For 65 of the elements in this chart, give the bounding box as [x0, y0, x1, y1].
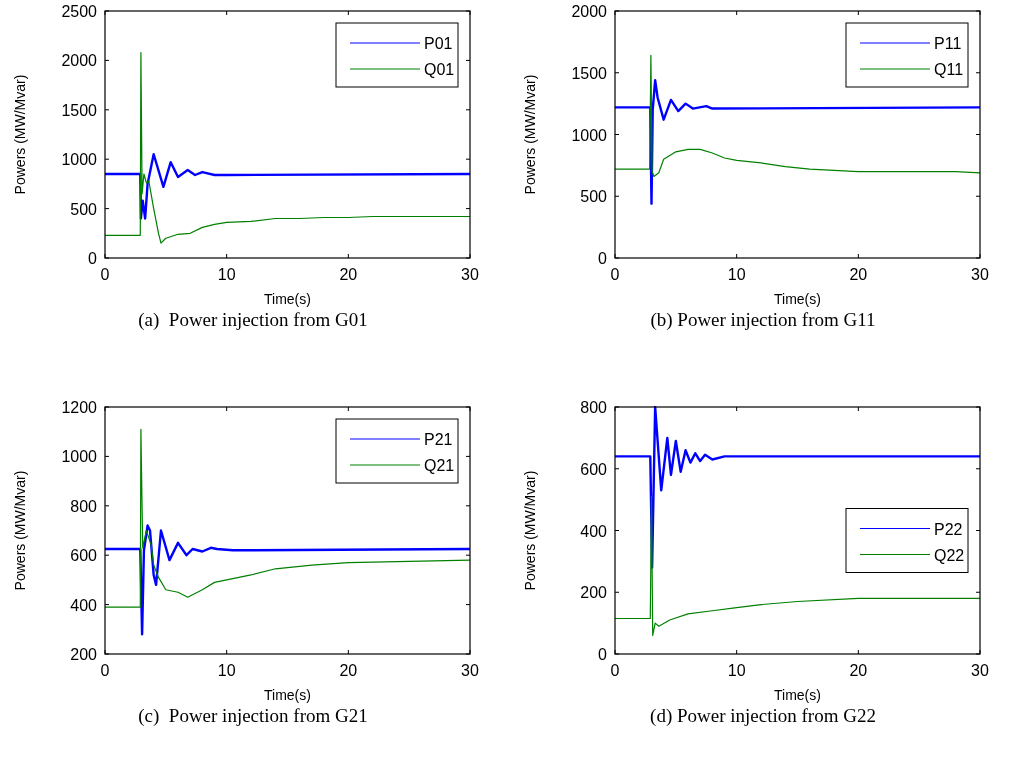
- y-axis-title: Powers (MW/Mvar): [522, 470, 538, 591]
- x-tick-label: 0: [100, 266, 110, 283]
- legend-label: Q22: [934, 546, 965, 564]
- y-tick-label: 1500: [61, 101, 98, 119]
- y-axis-title: Powers (MW/Mvar): [12, 470, 28, 591]
- line-series: [615, 54, 980, 178]
- line-series: [105, 428, 470, 608]
- line-series: [615, 495, 980, 637]
- x-tick-label: 30: [461, 662, 479, 679]
- legend-label: Q11: [934, 61, 964, 78]
- y-tick-label: 0: [598, 646, 608, 663]
- y-tick-label: 1000: [61, 448, 98, 466]
- line-series: [105, 524, 470, 636]
- x-axis-title: Time(s): [264, 291, 311, 307]
- x-tick-label: 10: [727, 662, 746, 679]
- x-tick-label: 10: [217, 266, 236, 283]
- y-tick-label: 500: [580, 188, 608, 206]
- x-tick-label: 20: [849, 662, 868, 679]
- x-tick-label: 20: [339, 662, 358, 679]
- x-tick-label: 20: [849, 266, 868, 283]
- x-tick-label: 0: [610, 662, 620, 679]
- y-tick-label: 200: [70, 646, 98, 663]
- line-series: [105, 153, 470, 220]
- x-tick-label: 0: [610, 266, 620, 283]
- y-tick-label: 200: [580, 584, 608, 602]
- legend-label: Q01: [424, 61, 455, 78]
- y-tick-label: 400: [70, 596, 98, 614]
- y-axis-title: Powers (MW/Mvar): [12, 74, 28, 195]
- x-tick-label: 20: [339, 266, 358, 283]
- y-tick-label: 600: [580, 460, 608, 478]
- y-tick-label: 800: [70, 497, 98, 515]
- x-axis-title: Time(s): [264, 687, 311, 703]
- x-tick-label: 30: [971, 662, 989, 679]
- legend-label: P01: [424, 35, 453, 52]
- y-tick-label: 1000: [61, 151, 98, 169]
- y-axis-title: Powers (MW/Mvar): [522, 74, 538, 195]
- y-tick-label: 500: [70, 200, 98, 218]
- x-tick-label: 0: [100, 662, 110, 679]
- y-tick-label: 1500: [571, 64, 608, 82]
- x-axis-title: Time(s): [774, 687, 821, 703]
- y-tick-label: 2000: [61, 52, 98, 70]
- legend-label: P22: [934, 520, 963, 538]
- line-series: [615, 78, 980, 205]
- y-tick-label: 800: [580, 399, 608, 416]
- y-tick-label: 600: [70, 547, 98, 565]
- legend-label: P11: [934, 35, 962, 52]
- x-tick-label: 10: [217, 662, 236, 679]
- x-tick-label: 10: [727, 266, 746, 283]
- y-tick-label: 0: [88, 250, 98, 267]
- y-tick-label: 2500: [61, 3, 98, 20]
- text: (a) Power injection from G01: [138, 309, 368, 331]
- x-axis-title: Time(s): [774, 291, 821, 307]
- x-tick-label: 30: [971, 266, 989, 283]
- legend-label: P21: [424, 431, 453, 448]
- text: (d) Power injection from G22: [650, 705, 876, 727]
- y-tick-label: 0: [598, 250, 608, 267]
- line-series: [105, 51, 470, 244]
- legend-label: Q21: [424, 457, 455, 474]
- y-tick-label: 400: [580, 522, 608, 540]
- y-tick-label: 2000: [571, 3, 608, 20]
- y-tick-label: 1000: [571, 126, 608, 144]
- y-tick-label: 1200: [61, 399, 98, 416]
- x-tick-label: 30: [461, 266, 479, 283]
- text: (c) Power injection from G21: [138, 705, 368, 727]
- text: (b) Power injection from G11: [650, 309, 876, 331]
